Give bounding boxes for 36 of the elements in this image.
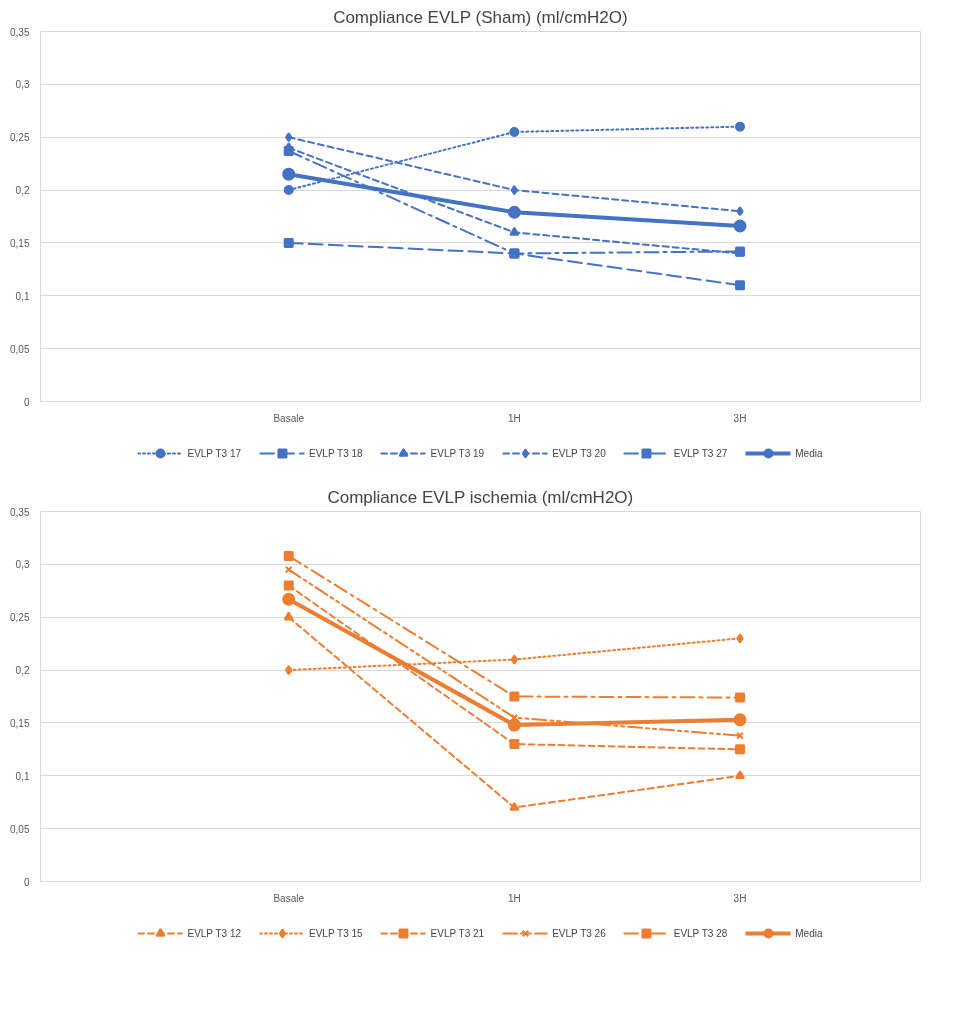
x-tick-label: Basale xyxy=(273,892,305,904)
legend-label: EVLP T3 12 xyxy=(187,927,242,939)
y-tick-label: 0,05 xyxy=(10,343,30,355)
legend-label: EVLP T3 21 xyxy=(430,927,485,939)
x-tick-label: 3H xyxy=(733,892,747,904)
x-tick-label: 1H xyxy=(507,412,521,424)
y-tick-label: 0,15 xyxy=(10,717,30,729)
y-tick-label: 0,1 xyxy=(15,290,30,302)
chart-title: Compliance EVLP ischemia (ml/cmH2O) xyxy=(327,487,634,507)
y-tick-label: 0,2 xyxy=(15,185,30,197)
y-tick-label: 0,35 xyxy=(10,26,30,38)
y-tick-label: 0,05 xyxy=(10,823,30,835)
x-tick-label: 3H xyxy=(733,412,747,424)
legend-label: Media xyxy=(795,447,823,459)
legend-label: EVLP T3 17 xyxy=(187,447,242,459)
legend-label: EVLP T3 27 xyxy=(673,447,728,459)
y-tick-label: 0,35 xyxy=(10,506,30,518)
y-tick-label: 0,25 xyxy=(10,132,30,144)
legend-label: EVLP T3 19 xyxy=(430,447,485,459)
y-tick-label: 0,1 xyxy=(15,770,30,782)
y-tick-label: 0,3 xyxy=(15,559,30,571)
y-tick-label: 0 xyxy=(23,396,30,408)
legend-label: EVLP T3 20 xyxy=(552,447,606,459)
chart-title: Compliance EVLP (Sham) (ml/cmH2O) xyxy=(333,7,628,27)
y-tick-label: 0,3 xyxy=(15,79,30,91)
y-tick-label: 0,25 xyxy=(10,612,30,624)
x-tick-label: Basale xyxy=(273,412,305,424)
legend-label: EVLP T3 18 xyxy=(309,447,363,459)
y-tick-label: 0 xyxy=(23,876,30,888)
x-tick-label: 1H xyxy=(507,892,521,904)
y-tick-label: 0,15 xyxy=(10,237,30,249)
legend-label: EVLP T3 15 xyxy=(309,927,363,939)
legend-label: EVLP T3 26 xyxy=(552,927,606,939)
legend-label: Media xyxy=(795,927,823,939)
legend-label: EVLP T3 28 xyxy=(673,927,728,939)
y-tick-label: 0,2 xyxy=(15,665,30,677)
